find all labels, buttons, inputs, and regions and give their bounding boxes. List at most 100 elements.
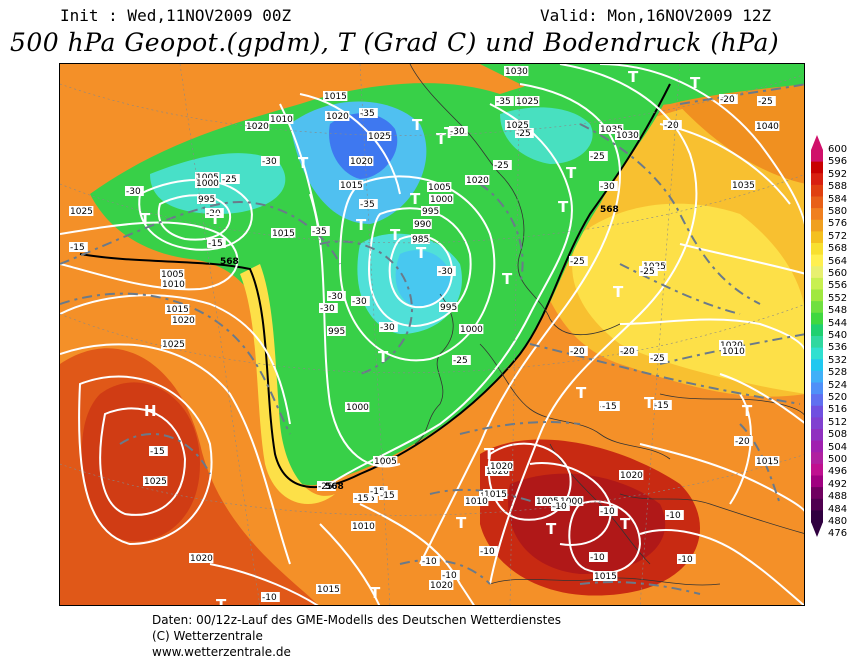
pressure-label: 1015	[756, 457, 779, 467]
temperature-label: -35	[360, 200, 375, 210]
pressure-label-bg	[171, 315, 196, 325]
pressure-label: 1000	[196, 179, 219, 189]
pressure-label: 1025	[506, 121, 529, 131]
cold-pool-4	[395, 250, 451, 307]
legend-swatch	[811, 359, 823, 372]
pressure-label-bg	[427, 182, 452, 192]
temperature-label: -20	[735, 437, 750, 447]
temperature-label: -10	[678, 555, 693, 565]
temperature-label-bg	[359, 199, 378, 209]
pressure-label-bg	[165, 304, 190, 314]
pressure-label: 1020	[172, 316, 195, 326]
pressure-label-bg	[719, 340, 744, 350]
weather-map-svg: 1030 1025 1015 1020 1025 1010 1020 1005 1000 995 1…	[60, 64, 804, 605]
pressure-label: 1020	[326, 112, 349, 122]
temperature-label: -30	[600, 182, 615, 192]
legend-swatch	[811, 196, 823, 209]
temperature-label-bg	[599, 181, 618, 191]
pressure-label-bg	[351, 521, 376, 531]
legend-swatch	[811, 498, 823, 511]
temperature-label-bg	[317, 481, 336, 491]
pressure-label: 1020	[490, 462, 513, 472]
pressure-label-bg	[459, 324, 484, 334]
temperature-label: -10	[600, 507, 615, 517]
pressure-label: 1000	[430, 195, 453, 205]
temperature-label: -25	[453, 356, 468, 366]
legend-level-label: 516	[828, 404, 848, 416]
low-marker: T	[576, 384, 587, 402]
pressure-label: 995	[440, 303, 457, 313]
pressure-label-bg	[439, 302, 458, 312]
low-marker: T	[444, 124, 455, 142]
coastlines	[409, 64, 804, 586]
low-marker: T	[390, 226, 401, 244]
pressure-label: 985	[412, 235, 429, 245]
legend-swatch	[811, 150, 823, 163]
legend-level-label: 548	[828, 305, 848, 317]
temperature-label: -30	[126, 187, 141, 197]
temperature-label-bg	[369, 486, 388, 496]
temperature-label: -20	[664, 121, 679, 131]
pressure-label-bg	[327, 326, 346, 336]
temperature-label: -15	[208, 239, 223, 249]
legend-level-label: 520	[828, 392, 848, 403]
pressure-label: 1005	[161, 270, 184, 280]
low-marker: T	[410, 190, 421, 208]
temperature-label: -30	[380, 323, 395, 333]
temperature-label-bg	[653, 400, 672, 410]
temperature-label-bg	[569, 346, 588, 356]
pressure-label: 1020	[430, 581, 453, 591]
temperature-label-bg	[327, 291, 346, 301]
contour-568-label-east: 568	[600, 205, 619, 215]
pressure-label-bg	[160, 269, 185, 279]
pressure-label: 1015	[317, 585, 340, 595]
temperature-label-bg	[221, 174, 240, 184]
legend-swatch	[811, 370, 823, 383]
low-marker: T	[628, 68, 639, 86]
pressure-label: 1025	[162, 340, 185, 350]
temperature-label: -25	[758, 97, 773, 107]
temperature-label: -15	[380, 491, 395, 501]
temperature-label-bg	[437, 266, 456, 276]
temperature-label-bg	[589, 151, 608, 161]
pressure-label: 1020	[350, 157, 373, 167]
legend-swatch	[811, 394, 823, 407]
pressure-label-bg	[316, 584, 341, 594]
pressure-label: 1010	[722, 347, 745, 357]
legend-level-label: 600	[828, 144, 848, 155]
legend-swatch	[811, 440, 823, 453]
pressure-label: 1015	[594, 572, 617, 582]
legend-swatch	[811, 405, 823, 418]
temperature-label-bg	[359, 108, 378, 118]
pressure-label-bg	[373, 456, 398, 466]
pressure-label-bg	[489, 461, 514, 471]
pressure-label: 990	[414, 220, 431, 230]
temperature-label-bg	[665, 510, 684, 520]
legend-swatch	[811, 173, 823, 186]
low-marker: T	[370, 584, 381, 602]
legend-level-label: 492	[828, 478, 848, 490]
temperature-label-bg	[589, 552, 608, 562]
temperature-label: -30	[320, 304, 335, 314]
footer-line-3: www.wetterzentrale.de	[152, 645, 291, 659]
pressure-label: 1010	[352, 522, 375, 532]
temperature-label-bg	[663, 120, 682, 130]
temperature-label: -10	[552, 502, 567, 512]
pressure-label: 1030	[616, 131, 639, 141]
low-marker: T	[644, 394, 655, 412]
temperature-label: -20	[720, 95, 735, 105]
pressure-label-bg	[323, 91, 348, 101]
temperature-label: -10	[262, 593, 277, 603]
temperature-label-bg	[569, 256, 588, 266]
pressure-label: 1020	[620, 471, 643, 481]
low-marker: T	[298, 154, 309, 172]
legend-swatch	[811, 382, 823, 395]
high-marker: H	[144, 402, 157, 420]
pressure-label: 1020	[190, 554, 213, 564]
temperature-label: -15	[70, 243, 85, 253]
legend-level-label: 540	[828, 330, 848, 341]
temperature-label-bg	[452, 355, 471, 365]
pressure-label-bg	[465, 175, 490, 185]
pressure-label: 1010	[162, 280, 185, 290]
legend-level-label: 500	[828, 454, 848, 465]
